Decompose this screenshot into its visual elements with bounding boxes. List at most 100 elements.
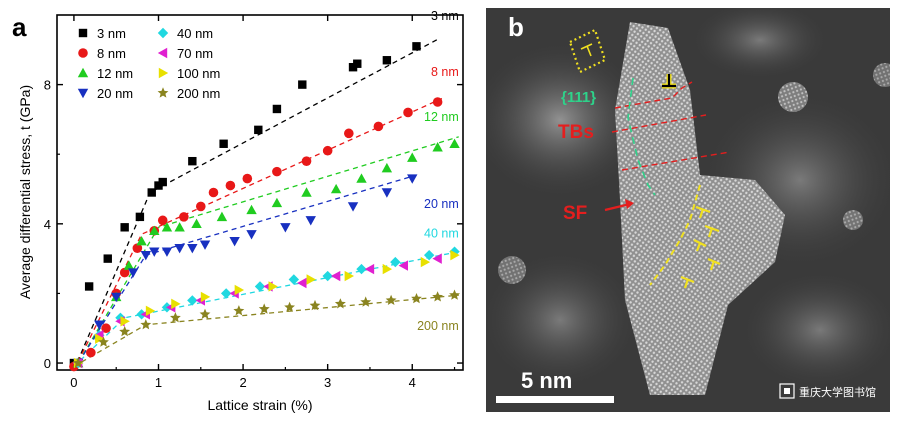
marker-70nm bbox=[297, 277, 307, 289]
marker-3nm bbox=[147, 188, 156, 197]
marker-200nm bbox=[385, 294, 397, 305]
edge-dislocation-symbol bbox=[662, 74, 676, 89]
marker-3nm bbox=[135, 212, 145, 222]
marker-20nm bbox=[149, 247, 160, 257]
marker-40nm bbox=[288, 274, 300, 285]
marker-8nm bbox=[301, 156, 312, 166]
legend-label-40nm: 40 nm bbox=[177, 26, 213, 41]
marker-100nm bbox=[344, 270, 355, 282]
marker-12nm bbox=[407, 152, 418, 162]
marker-8nm bbox=[119, 267, 130, 278]
burgers-circuit-box bbox=[568, 28, 607, 74]
legend-label-20nm: 20 nm bbox=[97, 86, 133, 101]
marker-3nm bbox=[298, 80, 307, 89]
x-tick-label: 3 bbox=[324, 375, 331, 390]
marker-40nm bbox=[356, 263, 367, 275]
marker-100nm bbox=[95, 333, 105, 344]
marker-12nm bbox=[246, 204, 257, 215]
panel-a-letter: a bbox=[12, 12, 27, 42]
panel-b-letter: b bbox=[508, 12, 524, 42]
marker-20nm bbox=[280, 223, 291, 233]
legend-label-200nm: 200 nm bbox=[177, 86, 220, 101]
x-tick-label: 0 bbox=[70, 375, 77, 390]
legend-label-12nm: 12 nm bbox=[97, 66, 133, 81]
marker-3nm bbox=[84, 282, 94, 291]
marker-100nm bbox=[171, 298, 181, 310]
marker-3nm bbox=[158, 177, 167, 187]
marker-100nm bbox=[420, 256, 431, 268]
series-label-8nm: 8 nm bbox=[431, 65, 459, 79]
marker-8nm bbox=[432, 97, 443, 107]
marker-8nm bbox=[101, 323, 111, 334]
marker-20nm bbox=[140, 250, 152, 261]
marker-200nm bbox=[119, 326, 131, 337]
marker-20nm bbox=[305, 216, 316, 226]
marker-200nm bbox=[233, 305, 245, 316]
marker-12nm bbox=[149, 225, 160, 235]
marker-100nm bbox=[306, 274, 316, 285]
marker-200nm bbox=[199, 308, 211, 319]
marker-20nm bbox=[127, 268, 139, 278]
marker-12nm bbox=[449, 138, 460, 148]
marker-3nm bbox=[154, 181, 163, 190]
marker-3nm bbox=[348, 63, 358, 72]
marker-20nm bbox=[407, 174, 418, 184]
dislocation-markers bbox=[680, 205, 721, 289]
legend-marker-20nm bbox=[77, 88, 89, 99]
marker-40nm bbox=[423, 249, 435, 261]
marker-40nm bbox=[187, 295, 198, 306]
marker-8nm bbox=[373, 121, 384, 132]
x-axis-label: Lattice strain (%) bbox=[207, 397, 312, 413]
legend-label-100nm: 100 nm bbox=[177, 66, 220, 81]
marker-8nm bbox=[208, 187, 219, 198]
marker-70nm bbox=[432, 253, 442, 264]
marker-12nm bbox=[123, 260, 135, 270]
marker-100nm bbox=[268, 281, 278, 292]
dislocation-trace bbox=[649, 184, 701, 286]
marker-8nm bbox=[132, 243, 143, 253]
y-tick-label: 8 bbox=[44, 78, 51, 93]
scale-bar bbox=[496, 396, 614, 403]
series-label-40nm: 40 nm bbox=[424, 227, 459, 241]
marker-20nm bbox=[187, 243, 198, 254]
marker-70nm bbox=[330, 270, 341, 282]
fit-line-8nm bbox=[73, 97, 443, 371]
marker-12nm bbox=[432, 142, 443, 152]
marker-3nm bbox=[219, 139, 228, 148]
legend-marker-200nm bbox=[157, 87, 169, 98]
marker-20nm bbox=[161, 247, 173, 257]
marker-8nm bbox=[272, 166, 282, 177]
marker-12nm bbox=[301, 187, 312, 197]
marker-3nm bbox=[120, 223, 129, 232]
y-axis-label: Average differential stress, t (GPa) bbox=[17, 85, 33, 299]
marker-100nm bbox=[234, 284, 245, 296]
watermark-logo-icon bbox=[779, 383, 795, 399]
marker-200nm bbox=[72, 357, 84, 368]
marker-12nm bbox=[271, 197, 283, 208]
legend-label-70nm: 70 nm bbox=[177, 46, 213, 61]
marker-200nm bbox=[140, 319, 152, 330]
marker-200nm bbox=[309, 299, 321, 311]
legend-marker-70nm bbox=[157, 47, 168, 59]
marker-70nm bbox=[364, 263, 375, 275]
series-label-3nm: 3 nm bbox=[431, 9, 459, 23]
legend-marker-12nm bbox=[77, 67, 89, 78]
marker-8nm bbox=[242, 173, 253, 184]
marker-200nm bbox=[334, 298, 346, 309]
series-label-200nm: 200 nm bbox=[417, 319, 459, 333]
marker-20nm bbox=[347, 202, 359, 212]
marker-12nm bbox=[174, 222, 185, 232]
marker-3nm bbox=[103, 254, 112, 263]
watermark-text: 重庆大学图书馆 bbox=[799, 385, 876, 399]
marker-70nm bbox=[398, 260, 408, 271]
panel-b-micrograph: b {111} TBs SF 5 nm 重庆大学图书馆 bbox=[486, 8, 890, 412]
marker-200nm bbox=[98, 336, 109, 347]
marker-12nm bbox=[191, 218, 202, 229]
twin-boundaries bbox=[611, 81, 731, 171]
plane-111-line bbox=[627, 77, 656, 196]
marker-3nm bbox=[188, 156, 197, 166]
series-label-20nm: 20 nm bbox=[424, 197, 459, 211]
marker-20nm bbox=[174, 243, 185, 254]
label-tbs: TBs bbox=[558, 122, 594, 143]
legend-marker-8nm bbox=[78, 48, 88, 58]
